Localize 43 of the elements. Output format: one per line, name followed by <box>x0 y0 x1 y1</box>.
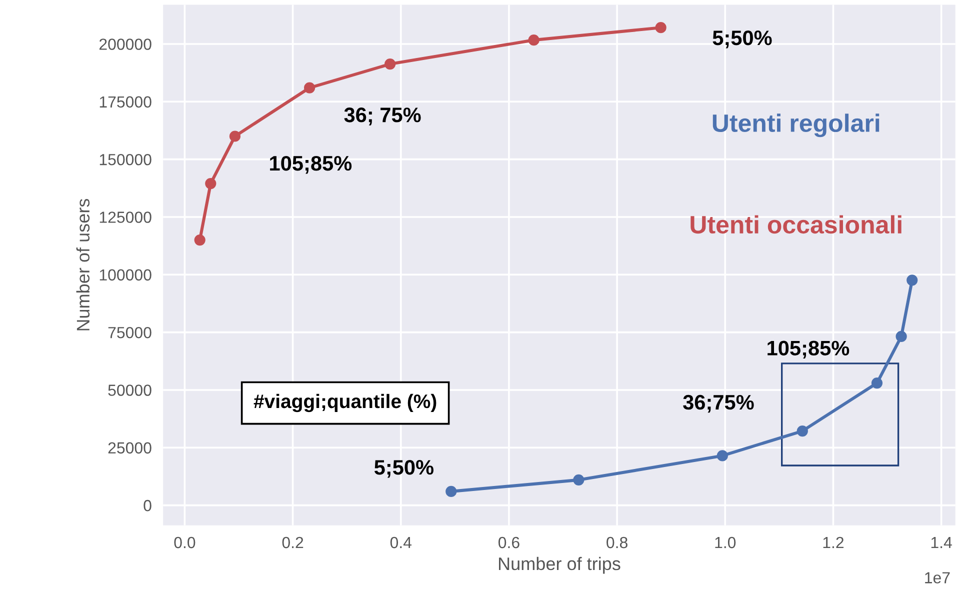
x-tick-label: 1.0 <box>715 536 736 548</box>
annotation: 36; 75% <box>344 108 421 126</box>
y-tick-label: 0 <box>144 500 152 512</box>
point <box>871 377 883 389</box>
x-tick-label: 0.8 <box>606 536 628 548</box>
x-tick-label: 1.4 <box>931 537 952 548</box>
point <box>194 234 206 246</box>
y-tick-label: 100000 <box>100 269 152 281</box>
point <box>446 486 457 498</box>
text: Utenti occasionali <box>690 215 902 234</box>
annotation: #viaggi;quantile (%) <box>254 394 436 412</box>
y-tick-label: 125000 <box>100 212 152 223</box>
point <box>896 330 907 342</box>
point <box>906 274 918 286</box>
x-axis-title: Number of trips <box>498 556 620 574</box>
text: 1e7 <box>925 572 950 584</box>
y-tick-label: 175000 <box>100 96 152 108</box>
annotation: 105;85% <box>768 340 850 359</box>
y-tick-label: 25000 <box>108 442 152 454</box>
annotation: 5;50% <box>712 30 772 48</box>
x-tick-label: 0.2 <box>282 536 304 548</box>
y-tick-label: 150000 <box>100 154 152 166</box>
x-tick-label: 0.4 <box>390 536 412 548</box>
point <box>528 34 540 46</box>
x-tick-label: 1.2 <box>823 536 844 548</box>
point <box>205 178 216 190</box>
point <box>796 425 808 437</box>
point <box>384 58 396 70</box>
x-tick-label: 0.6 <box>498 536 520 548</box>
point <box>573 474 584 486</box>
point <box>304 82 316 94</box>
annotation: 105;85% <box>270 156 352 174</box>
y-tick-label: 75000 <box>108 326 152 338</box>
point <box>716 450 728 462</box>
text: Utenti regolari <box>712 114 880 138</box>
point <box>229 130 241 142</box>
y-axis-title: Number of users <box>76 198 90 330</box>
point <box>655 22 666 34</box>
y-tick-label: 200000 <box>99 38 152 50</box>
y-tick-label: 50000 <box>108 384 152 396</box>
annotation: 36;75% <box>683 394 754 413</box>
annotation: 5;50% <box>374 460 434 478</box>
x-tick-label: 0.0 <box>174 536 196 548</box>
